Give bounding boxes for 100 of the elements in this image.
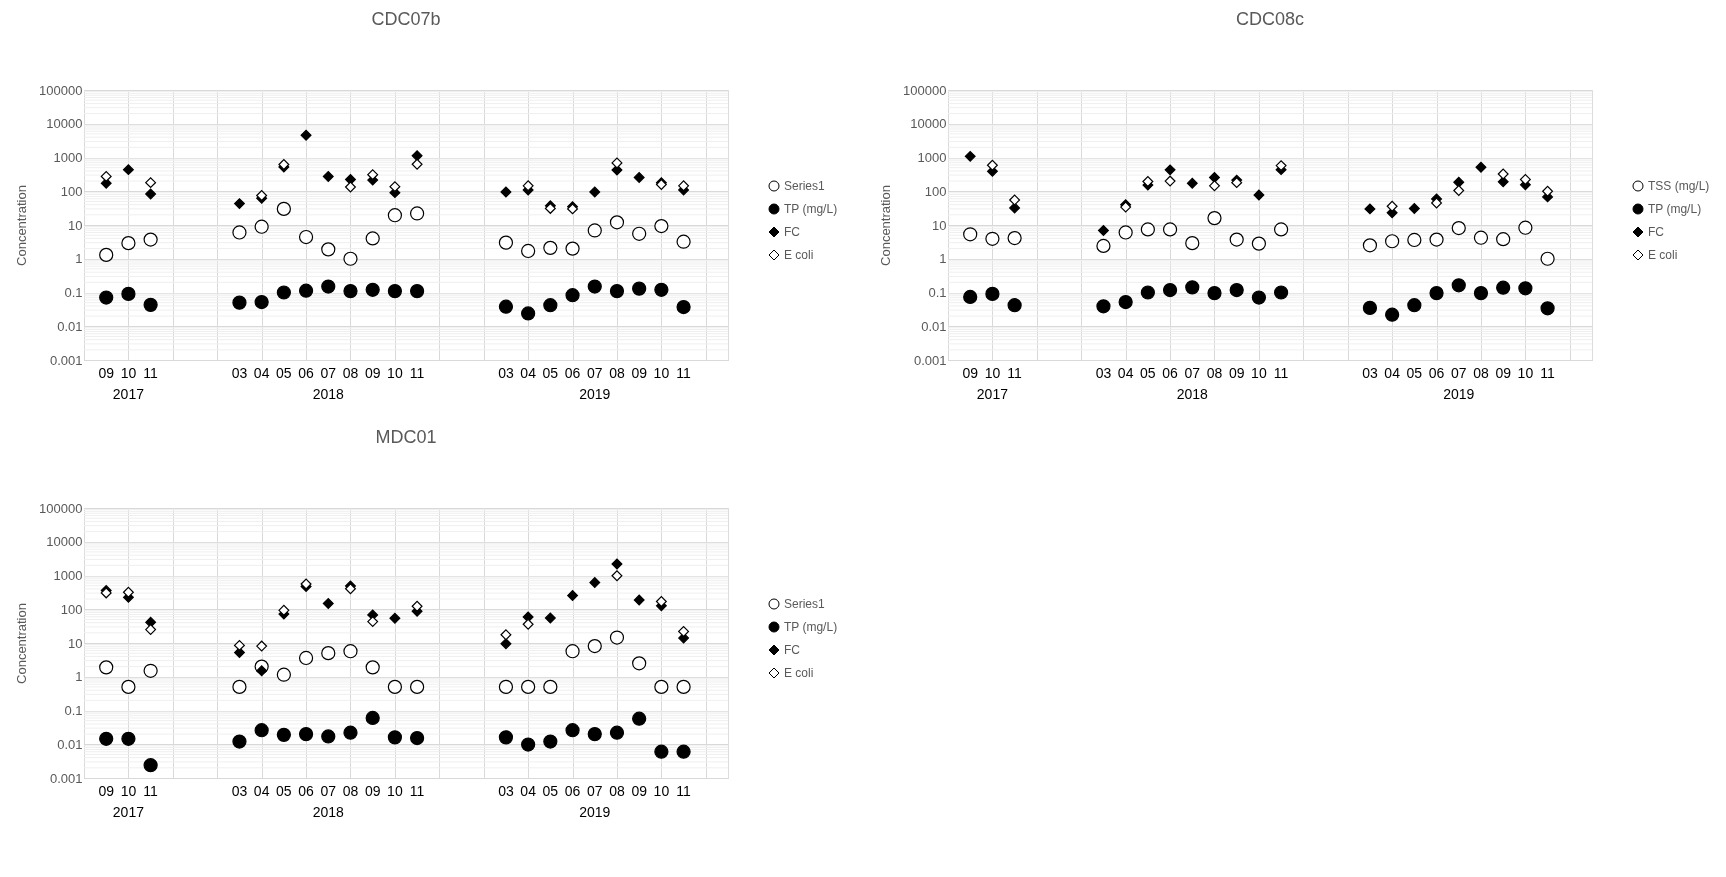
x-tick-label: 09 [631, 365, 648, 381]
y-tick-label: 100000 [39, 500, 83, 516]
chart-title: CDC07b [371, 9, 441, 29]
x-tick-label: 10 [1251, 365, 1267, 381]
y-tick-label: 1000 [53, 150, 83, 165]
y-tick-label: 1000 [53, 568, 83, 583]
y-tick-label: 1000 [917, 150, 947, 165]
x-tick-label: 08 [1206, 365, 1223, 381]
legend-label: E coli [784, 248, 814, 262]
x-tick-label: 06 [298, 783, 315, 799]
text: 2017 [976, 386, 1009, 402]
x-tick-label: 11 [1273, 365, 1289, 381]
x-tick-label: 08 [609, 783, 625, 799]
legend-label: FC [784, 225, 801, 239]
x-tick-label: 05 [276, 365, 292, 381]
x-tick-label: 06 [1428, 365, 1445, 381]
x-tick-label: 08 [342, 783, 359, 799]
legend-label: E coli [1648, 248, 1678, 262]
x-tick-label: 06 [298, 365, 315, 381]
y-tick-label: 0.01 [57, 736, 83, 752]
chart-title: CDC08c [1235, 9, 1305, 29]
legend-label: Series1 [784, 597, 826, 611]
y-tick-label: 0.01 [921, 318, 947, 334]
x-tick-label: 03 [231, 365, 248, 381]
x-tick-label: 10 [120, 783, 137, 799]
y-tick-label: 10000 [910, 116, 947, 132]
y-tick-label: 0.001 [49, 352, 83, 368]
x-tick-label: 10 [653, 783, 670, 799]
y-tick-label: 1 [939, 251, 947, 267]
text: 2019 [1443, 386, 1475, 402]
x-tick-label: 03 [498, 365, 514, 381]
legend-label: TP (mg/L) [784, 620, 838, 634]
x-tick-label: 07 [1450, 365, 1467, 381]
x-tick-label: 09 [631, 783, 648, 799]
x-tick-label: 11 [676, 365, 692, 381]
x-tick-label: 04 [1117, 365, 1134, 381]
legend-label: E coli [784, 666, 814, 680]
y-tick-label: 10 [68, 635, 83, 651]
x-tick-label: 06 [564, 365, 581, 381]
y-tick-label: 100000 [39, 82, 83, 98]
text: 2018 [312, 804, 345, 820]
x-tick-label: 07 [586, 783, 603, 799]
y-tick-label: 100 [60, 601, 83, 617]
text: 2018 [1176, 386, 1209, 402]
y-tick-label: 0.1 [64, 285, 83, 300]
x-tick-label: 09 [1495, 365, 1512, 381]
y-tick-label: 10000 [46, 116, 83, 132]
x-tick-label: 09 [364, 783, 381, 799]
y-axis-title: Concentration [14, 603, 30, 684]
chart-title: MDC01 [375, 427, 437, 447]
x-tick-label: 10 [387, 783, 403, 799]
x-tick-label: 05 [1406, 365, 1423, 381]
y-tick-label: 100000 [903, 82, 947, 98]
x-tick-label: 08 [1473, 365, 1489, 381]
x-tick-label: 08 [609, 365, 625, 381]
x-tick-label: 07 [320, 783, 337, 799]
x-tick-label: 09 [1228, 365, 1245, 381]
x-tick-label: 07 [1184, 365, 1201, 381]
x-tick-label: 11 [1007, 365, 1023, 381]
x-tick-label: 08 [342, 365, 359, 381]
x-tick-label: 05 [1140, 365, 1156, 381]
x-tick-label: 11 [409, 365, 425, 381]
x-tick-label: 09 [98, 783, 115, 799]
x-tick-label: 11 [143, 365, 159, 381]
x-tick-label: 05 [276, 783, 292, 799]
y-tick-label: 100 [924, 183, 947, 199]
legend-label: FC [1648, 225, 1665, 239]
x-tick-label: 10 [387, 365, 403, 381]
x-tick-label: 09 [364, 365, 381, 381]
x-tick-label: 11 [676, 783, 692, 799]
legend-label: FC [784, 643, 801, 657]
x-tick-label: 04 [520, 365, 537, 381]
x-tick-label: 10 [984, 365, 1001, 381]
x-tick-label: 04 [1384, 365, 1401, 381]
y-tick-label: 1 [75, 669, 83, 685]
legend-label: TP (mg/L) [1648, 202, 1702, 216]
x-tick-label: 10 [1517, 365, 1534, 381]
x-tick-label: 10 [120, 365, 137, 381]
x-tick-label: 06 [1162, 365, 1179, 381]
x-tick-label: 04 [253, 783, 270, 799]
y-tick-label: 0.001 [49, 770, 83, 786]
x-tick-label: 06 [564, 783, 581, 799]
y-axis-title: Concentration [878, 185, 894, 266]
x-tick-label: 11 [409, 783, 425, 799]
x-tick-label: 03 [1095, 365, 1112, 381]
x-tick-label: 05 [542, 365, 559, 381]
y-tick-label: 0.1 [64, 703, 83, 718]
text: 2019 [579, 804, 611, 820]
x-tick-label: 07 [320, 365, 337, 381]
x-tick-label: 11 [143, 783, 159, 799]
y-tick-label: 10 [68, 217, 83, 233]
text: 2017 [112, 386, 145, 402]
text: 2017 [112, 804, 145, 820]
legend-label: Series1 [784, 179, 826, 193]
x-tick-label: 03 [231, 783, 248, 799]
x-tick-label: 09 [962, 365, 979, 381]
y-tick-label: 0.1 [928, 285, 947, 300]
x-tick-label: 10 [653, 365, 670, 381]
x-tick-label: 09 [98, 365, 115, 381]
x-tick-label: 04 [520, 783, 537, 799]
